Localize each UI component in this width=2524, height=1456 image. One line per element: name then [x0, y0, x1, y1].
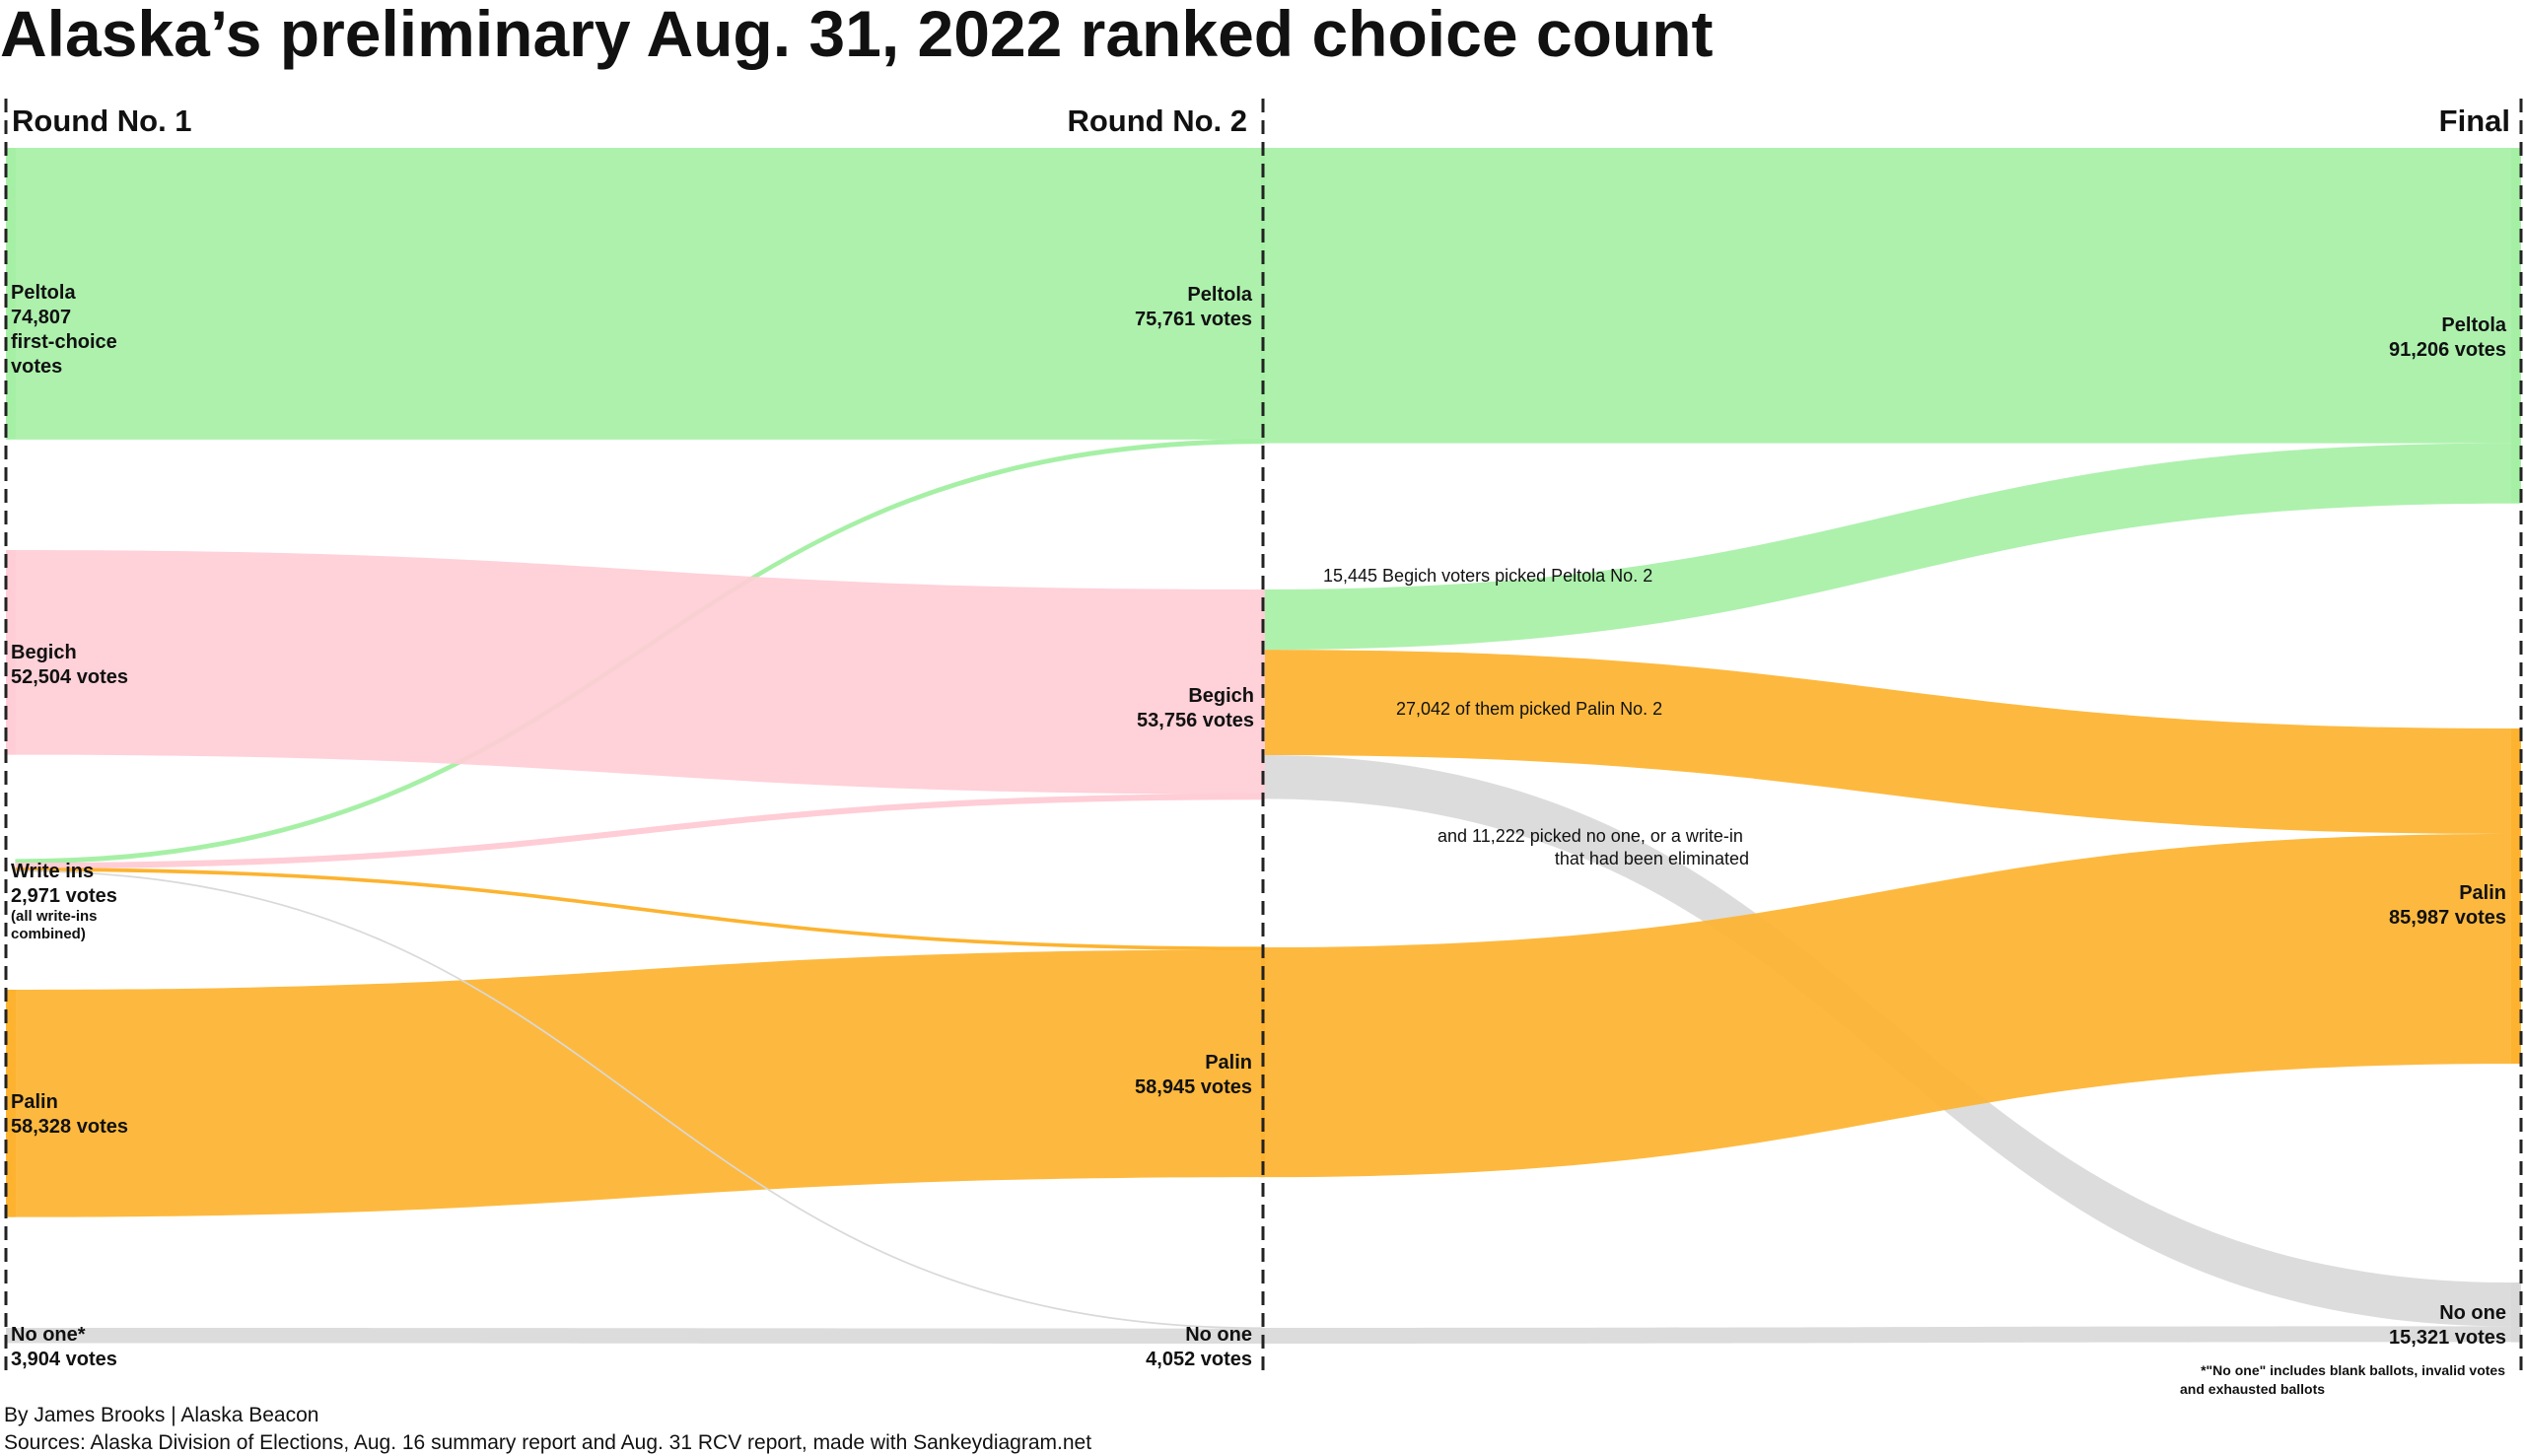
node-sublabel-line: combined): [11, 926, 86, 942]
node-label-r1_writeins: Write ins 2,971 votes: [11, 861, 117, 907]
node-label-line: Begich: [11, 642, 77, 663]
node-label-line: 58,328 votes: [11, 1116, 128, 1138]
flow-annotations: 15,445 Begich voters picked Peltola No. …: [1323, 566, 1749, 868]
node-label-line: Write ins: [11, 861, 94, 882]
node-label-r1_noone: No one* 3,904 votes: [11, 1324, 117, 1370]
flow-link-r1_begich-to-r2_begich: [16, 550, 1263, 795]
column-header-round-2: Round No. 2: [1067, 104, 1247, 138]
flow-link-r1_writeins-to-r2_begich: [15, 794, 1264, 869]
column-dividers: [4, 99, 2523, 1370]
node-label-line: No one: [1185, 1324, 1252, 1346]
node-label-line: 2,971 votes: [11, 885, 117, 907]
flow-link-r2_begich-to-f_peltola: [1263, 443, 2511, 651]
flow-link-r1_noone-to-r2_noone: [16, 1328, 1263, 1345]
node-labels: Peltola 74,807 first-choice votes Begich 52,5…: [11, 282, 2507, 1370]
flow-link-r2_palin-to-f_palin: [1263, 833, 2511, 1178]
node-label-line: Palin: [11, 1091, 58, 1113]
node-label-line: 85,987 votes: [2389, 907, 2506, 929]
column-header-round-1: Round No. 1: [12, 104, 192, 138]
node-sublabel-line: (all write-ins: [11, 908, 98, 925]
annotation-ann_palin-line-0: 27,042 of them picked Palin No. 2: [1396, 699, 1662, 719]
sources: Sources: Alaska Division of Elections, A…: [4, 1431, 1091, 1454]
node-label-f_palin: Palin 85,987 votes: [2389, 882, 2506, 929]
flow-link-r1_palin-to-r2_palin: [16, 949, 1263, 1217]
footnote-line-1: *"No one" includes blank ballots, invali…: [2201, 1362, 2505, 1378]
node-label-line: Peltola: [11, 282, 76, 304]
node-label-line: Begich: [1188, 685, 1254, 707]
flow-link-r1_writeins-to-r2_palin: [15, 867, 1264, 951]
node-label-line: Palin: [1205, 1052, 1252, 1074]
node-label-line: 4,052 votes: [1146, 1349, 1252, 1370]
node-label-line: first-choice: [11, 331, 117, 353]
node-label-line: Peltola: [2441, 314, 2506, 336]
node-label-r1_palin: Palin 58,328 votes: [11, 1091, 128, 1138]
node-label-line: No one: [2439, 1302, 2506, 1324]
annotation-ann_noone-line-1: that had been eliminated: [1555, 849, 1749, 868]
flow-link-r2_noone-to-f_noone: [1263, 1326, 2511, 1345]
annotation-ann_noone-line-0: and 11,222 picked no one, or a write-in: [1437, 826, 1743, 846]
node-bar-r1_palin: [6, 990, 16, 1217]
node-bar-r1_peltola: [6, 148, 16, 440]
node-label-line: Peltola: [1187, 284, 1252, 306]
chart-title: Alaska’s preliminary Aug. 31, 2022 ranke…: [0, 0, 1714, 70]
node-bar-r1_begich: [6, 550, 16, 755]
node-label-line: 53,756 votes: [1137, 710, 1254, 731]
node-label-line: 91,206 votes: [2389, 339, 2506, 361]
byline: By James Brooks | Alaska Beacon: [4, 1404, 318, 1426]
column-header-final: Final: [2439, 104, 2510, 138]
node-label-line: 58,945 votes: [1135, 1076, 1252, 1098]
node-bar-f_noone: [2511, 1283, 2521, 1343]
node-label-r1_begich: Begich 52,504 votes: [11, 642, 128, 688]
node-label-f_noone: No one 15,321 votes: [2389, 1302, 2506, 1349]
node-label-line: 15,321 votes: [2389, 1327, 2506, 1349]
node-label-r2_palin: Palin 58,945 votes: [1135, 1052, 1252, 1098]
node-label-r2_peltola: Peltola 75,761 votes: [1135, 284, 1253, 330]
flow-links: [15, 148, 2511, 1345]
node-sublabel-r1_writeins: (all write-ins combined): [11, 908, 98, 942]
node-label-line: 3,904 votes: [11, 1349, 117, 1370]
node-label-r1_peltola: Peltola 74,807 first-choice votes: [11, 282, 117, 378]
node-bar-f_peltola: [2511, 148, 2521, 504]
flow-link-r2_peltola-to-f_peltola: [1263, 148, 2511, 444]
node-label-r2_noone: No one 4,052 votes: [1146, 1324, 1252, 1370]
node-bar-f_palin: [2511, 728, 2521, 1065]
node-label-line: No one*: [11, 1324, 86, 1346]
flow-link-r1_peltola-to-r2_peltola: [16, 148, 1263, 440]
column-headers: Round No. 1 Round No. 2 Final: [12, 104, 2510, 138]
annotation-ann_peltola-line-0: 15,445 Begich voters picked Peltola No. …: [1323, 566, 1652, 586]
node-label-f_peltola: Peltola 91,206 votes: [2389, 314, 2507, 361]
node-bar-r1_noone: [6, 1328, 16, 1344]
node-label-line: votes: [11, 356, 62, 378]
footnote: *"No one" includes blank ballots, invali…: [2180, 1362, 2505, 1397]
node-label-line: 75,761 votes: [1135, 309, 1252, 330]
node-label-line: 74,807: [11, 307, 71, 328]
flow-link-r2_begich-to-f_palin: [1263, 650, 2511, 834]
footnote-line-2: and exhausted ballots: [2180, 1381, 2325, 1397]
node-label-line: 52,504 votes: [11, 666, 128, 688]
node-label-line: Palin: [2459, 882, 2506, 904]
node-label-r2_begich: Begich 53,756 votes: [1137, 685, 1254, 731]
